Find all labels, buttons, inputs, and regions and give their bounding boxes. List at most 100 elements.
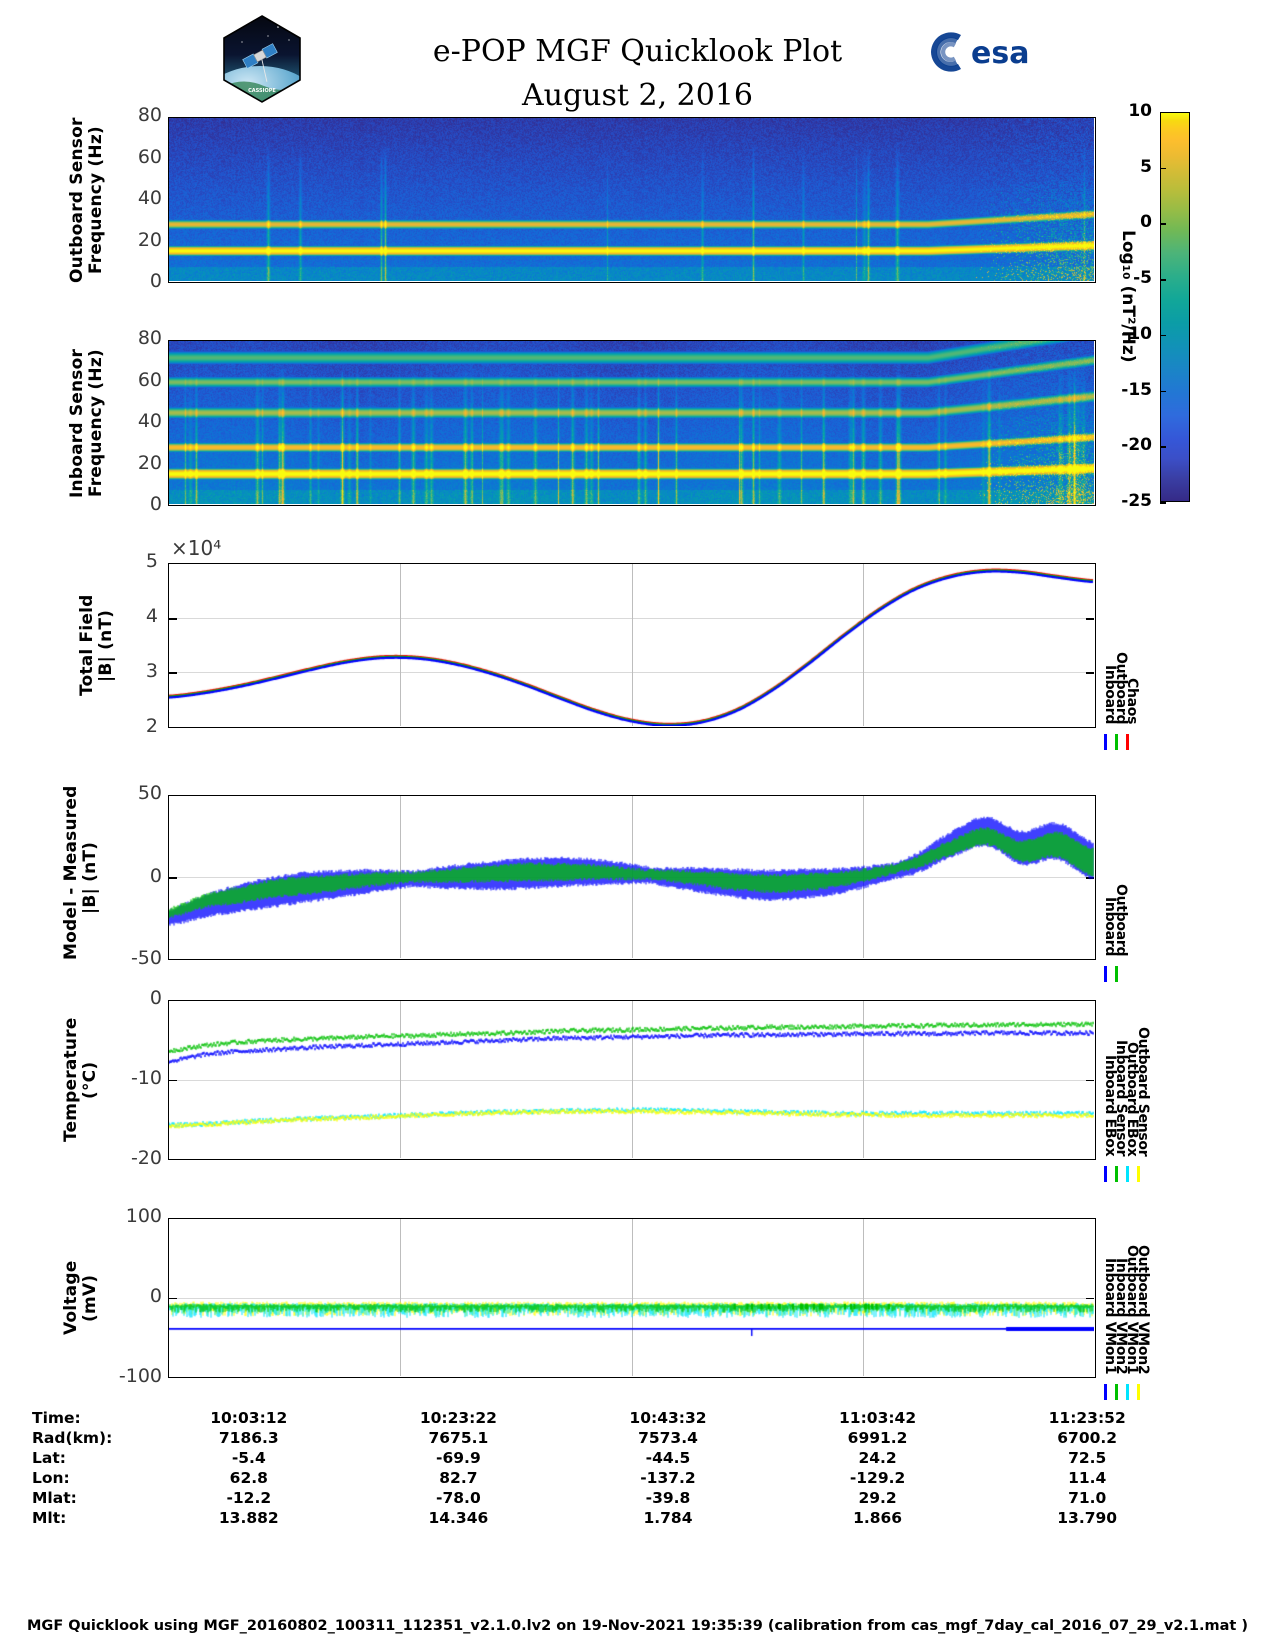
table-cell: 10:03:12 [210,1409,288,1427]
colorbar-tick-label: 5 [1140,156,1152,177]
y-tick-label: 0 [149,987,162,1009]
legend-label: Inboard Sensor [1113,1039,1129,1156]
legend-label: Outboard [1113,651,1129,724]
y-tick-label: 0 [149,864,162,887]
colorbar-gradient [1160,112,1190,502]
y-tick-label: 0 [149,270,162,292]
table-row: Lon: 62.8 82.7 -137.2 -129.2 11.4 [32,1468,1192,1488]
table-cell: -5.4 [231,1449,266,1467]
esa-logo: esa [925,28,1045,76]
table-row-label: Mlat: [32,1489,77,1507]
colorbar-tick-mark [1160,446,1166,448]
table-row: Mlt: 13.882 14.346 1.784 1.866 13.790 [32,1508,1192,1528]
plot-area-total-field [168,563,1096,728]
table-cell: 14.346 [428,1509,489,1527]
table-cell: 7573.4 [638,1429,698,1447]
table-row-label: Lon: [32,1469,70,1487]
y-axis-label-inboard-spectrogram: Inboard Sensor Frequency (Hz) [67,348,106,498]
table-cell: -12.2 [226,1489,272,1507]
table-cell: 29.2 [858,1489,897,1507]
y-tick-label: -100 [118,1365,162,1387]
series-plot [169,796,1094,958]
table-cell: 6991.2 [847,1429,908,1447]
legend-color-swatch [1126,1384,1129,1400]
ephemeris-table: Time: 10:03:12 10:23:22 10:43:32 11:03:42 11:… [0,1408,1275,1528]
legend-color-swatch [1126,1166,1129,1182]
y-tick-label: -50 [130,947,162,969]
table-cell: 24.2 [858,1449,897,1467]
spectrogram-image [169,341,1094,504]
colorbar-tick-mark [1160,390,1166,393]
table-row: Mlat: -12.2 -78.0 -39.8 29.2 71.0 [32,1488,1192,1508]
colorbar-tick-mark [1160,502,1166,504]
y-tick-label: 80 [137,327,162,349]
colorbar-tick-mark [1160,167,1166,170]
legend-color-swatch [1115,1384,1118,1400]
legend-label: Outboard Sensor [1135,1026,1151,1156]
table-cell: -129.2 [849,1469,906,1487]
legend-color-swatch [1104,1384,1107,1400]
legend-label: Inboard [1102,664,1118,724]
legend-color-swatch [1137,1166,1140,1182]
table-cell: 13.882 [218,1509,279,1527]
legend-color-swatch [1115,1166,1118,1182]
legend-label: Outboard VMon1 [1124,1244,1140,1374]
colorbar-tick-label: -20 [1121,435,1152,456]
y-tick-label: 40 [137,410,162,432]
esa-wordmark: esa [971,36,1029,71]
y-tick-label: 60 [137,368,162,391]
plot-area-outboard-spectrogram [168,117,1096,283]
y-tick-label: 100 [125,1205,162,1227]
y-axis-label-model-minus-measured: Model - Measured |B| (nT) [61,785,100,960]
legend-label: Chaos [1124,677,1140,724]
legend-label: Inboard [1102,896,1118,956]
plot-area-temperature [168,1000,1096,1160]
legend-label: Outboard EBox [1124,1041,1140,1156]
table-cell: 6700.2 [1057,1429,1118,1447]
y-axis-label-total-field: Total Field |B| (nT) [77,594,116,697]
table-cell: 1.784 [643,1509,693,1527]
legend-voltage: Inboard VMon1 Inboard VMon2 Outboard VMon1… [1102,1218,1180,1410]
ephemeris-table-grid: Time: 10:03:12 10:23:22 10:43:32 11:03:42 11:… [32,1408,1192,1528]
table-cell: 11:23:52 [1048,1409,1126,1427]
table-cell: 11.4 [1068,1469,1107,1487]
table-cell: 10:23:22 [419,1409,497,1427]
colorbar-tick-label: 0 [1140,212,1152,233]
series-plot [169,564,1094,726]
colorbar-axis-label-text: Log₁₀ (nT²/Hz) [1118,230,1138,363]
table-row: Lat: -5.4 -69.9 -44.5 24.2 72.5 [32,1448,1192,1468]
colorbar [1160,112,1190,502]
legend-color-swatch [1104,966,1107,982]
y-tick-label: 3 [145,660,158,682]
cassiope-mission-patch: CASSIOPE [220,14,304,104]
table-cell: -137.2 [640,1469,696,1487]
table-cell: -44.5 [645,1449,691,1467]
y-tick-label: 50 [137,782,162,804]
table-cell: 11:03:42 [839,1409,917,1427]
legend-label: Outboard [1113,883,1129,956]
legend-color-swatch [1115,734,1118,750]
y-tick-label: 20 [137,451,162,474]
colorbar-axis-label: Log₁₀ (nT²/Hz) [1118,230,1138,363]
colorbar-tick-label: -15 [1121,379,1152,400]
table-cell: 13.790 [1057,1509,1118,1527]
legend-label: Inboard VMon1 [1102,1257,1118,1374]
legend-label: Inboard EBox [1102,1054,1118,1156]
table-cell: 62.8 [229,1469,268,1487]
table-row-label: Rad(km): [32,1429,113,1447]
plot-area-voltage [168,1218,1096,1378]
table-cell: 72.5 [1068,1449,1107,1467]
patch-caption: CASSIOPE [248,88,276,94]
colorbar-tick-label: -10 [1121,323,1152,344]
series-plot [169,1001,1094,1158]
table-cell: 10:43:32 [629,1409,707,1427]
footer-note: MGF Quicklook using MGF_20160802_100311_… [0,1618,1275,1634]
y-tick-label: 4 [145,605,158,627]
legend-model-minus-measured: Inboard Outboard [1102,795,1180,992]
title-line-2: August 2, 2016 [521,78,753,113]
colorbar-tick-label: -5 [1133,268,1152,289]
y-tick-label: 80 [137,104,162,126]
table-row-label: Time: [32,1409,81,1427]
spectrogram-image [169,118,1094,281]
table-cell: 71.0 [1068,1489,1107,1507]
